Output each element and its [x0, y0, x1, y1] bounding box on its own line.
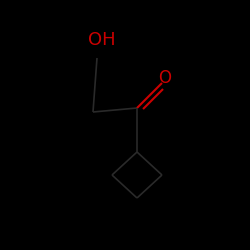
Text: O: O	[158, 69, 172, 87]
Text: OH: OH	[88, 31, 116, 49]
